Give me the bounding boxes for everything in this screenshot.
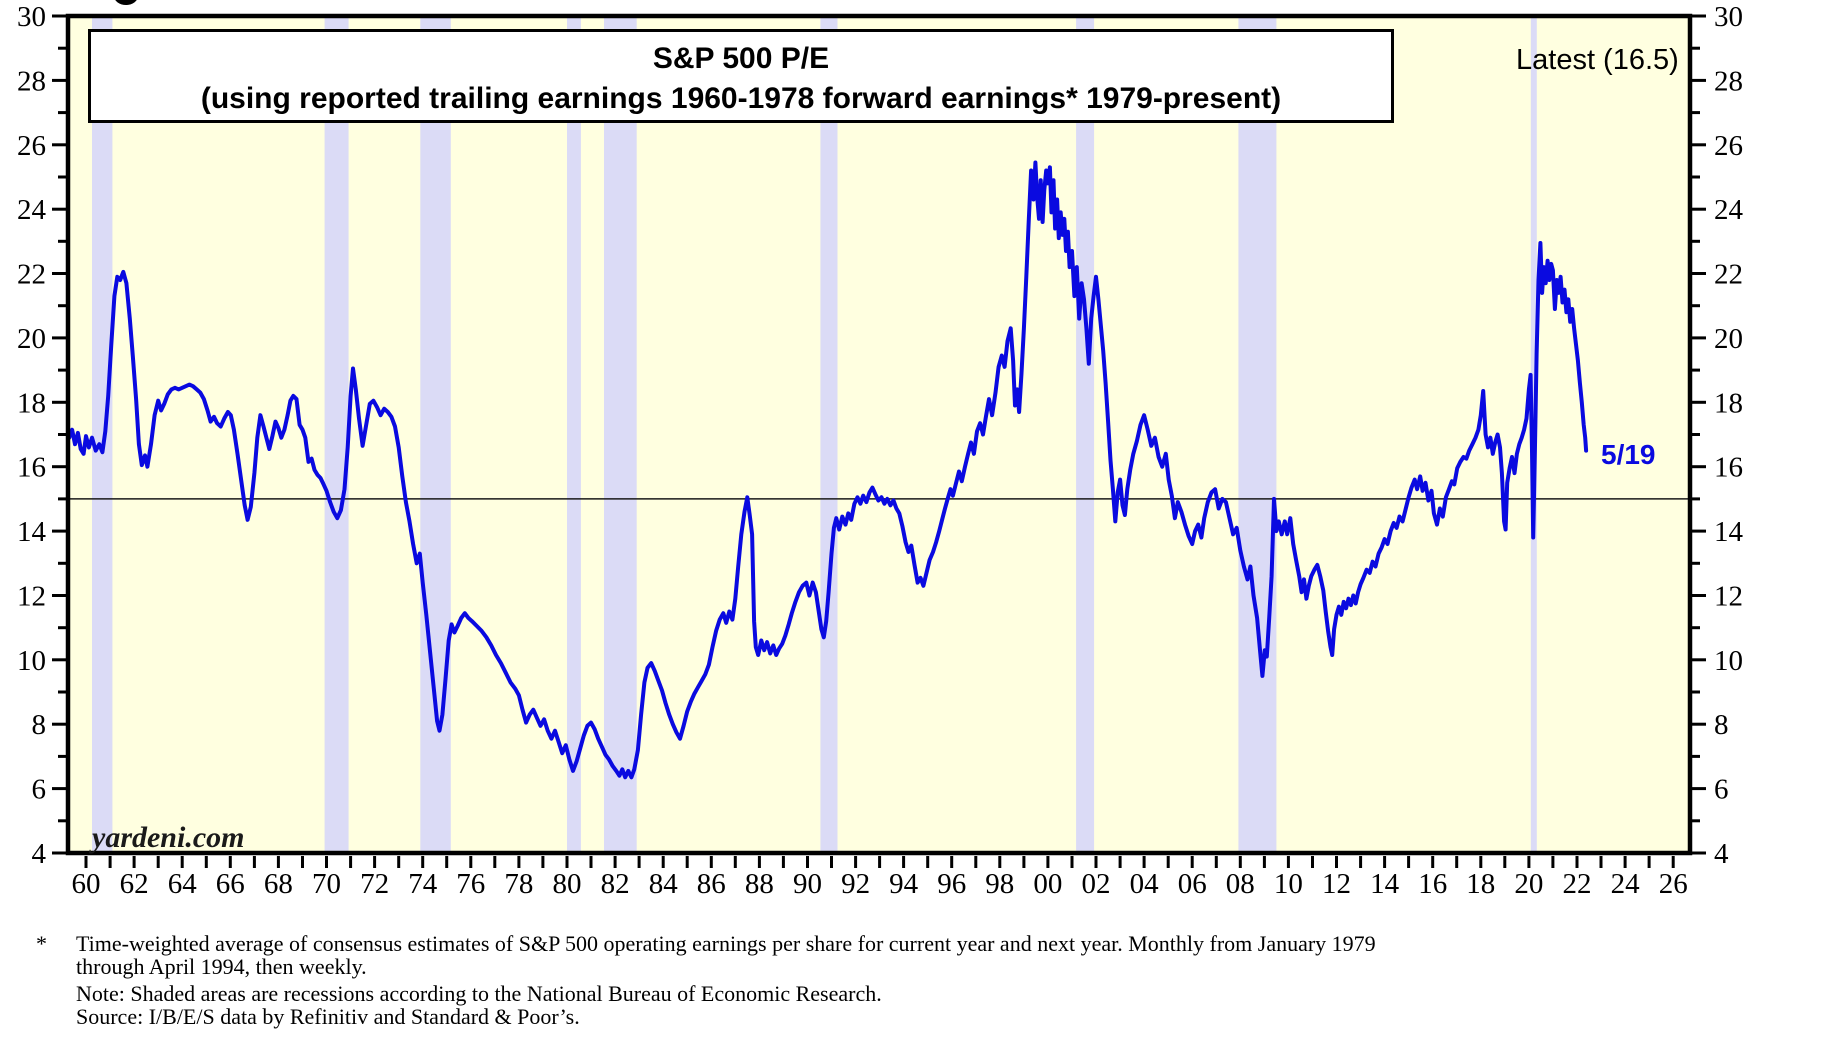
y-tick-label-right: 16: [1714, 452, 1743, 484]
y-tick-label-left: 12: [17, 580, 46, 612]
y-tick-label-right: 8: [1714, 709, 1729, 741]
y-tick-label-left: 26: [17, 130, 46, 162]
y-tick-label-left: 24: [17, 194, 47, 226]
y-tick-label-left: 6: [32, 774, 47, 806]
x-tick-label: 72: [360, 868, 389, 900]
x-tick-label: 16: [1418, 868, 1447, 900]
x-tick-label: 66: [216, 868, 245, 900]
x-tick-label: 22: [1563, 868, 1592, 900]
y-tick-label-right: 20: [1714, 323, 1743, 355]
x-tick-label: 86: [697, 868, 726, 900]
y-tick-label-right: 30: [1714, 1, 1743, 33]
y-tick-label-left: 22: [17, 259, 46, 291]
latest-value-label: Latest (16.5): [1516, 44, 1679, 76]
recession-band: [567, 16, 581, 853]
y-tick-label-right: 12: [1714, 580, 1743, 612]
y-tick-label-right: 28: [1714, 65, 1743, 97]
y-tick-label-left: 16: [17, 452, 46, 484]
x-tick-label: 80: [553, 868, 582, 900]
y-tick-label-left: 20: [17, 323, 46, 355]
x-tick-label: 20: [1514, 868, 1543, 900]
recession-band: [92, 16, 113, 853]
y-tick-label-right: 22: [1714, 259, 1743, 291]
plot-area: [68, 16, 1690, 853]
cropped-text-artifact: [115, 0, 137, 5]
recession-band: [420, 16, 451, 853]
x-tick-label: 02: [1082, 868, 1111, 900]
y-tick-label-right: 26: [1714, 130, 1743, 162]
recession-band: [604, 16, 637, 853]
y-tick-label-right: 18: [1714, 387, 1743, 419]
x-tick-label: 60: [72, 868, 101, 900]
x-tick-label: 94: [889, 868, 919, 900]
footnote-line-2: through April 1994, then weekly.: [76, 954, 367, 979]
x-tick-label: 70: [312, 868, 341, 900]
y-tick-label-left: 4: [32, 838, 47, 870]
y-tick-label-right: 14: [1714, 516, 1744, 548]
yardeni-watermark: yardeni.com: [92, 821, 245, 854]
x-tick-label: 18: [1466, 868, 1495, 900]
x-tick-label: 64: [168, 868, 198, 900]
footnote-asterisk: *: [36, 931, 47, 956]
x-tick-label: 76: [456, 868, 485, 900]
x-tick-label: 24: [1611, 868, 1641, 900]
y-tick-label-left: 10: [17, 645, 46, 677]
x-tick-label: 90: [793, 868, 822, 900]
y-tick-label-left: 18: [17, 387, 46, 419]
x-tick-label: 00: [1033, 868, 1062, 900]
y-tick-label-left: 14: [17, 516, 47, 548]
y-tick-label-right: 6: [1714, 774, 1729, 806]
recession-band: [324, 16, 349, 853]
x-tick-label: 96: [937, 868, 966, 900]
recession-band: [1238, 16, 1277, 853]
pe-chart: 60 62 64 66 68 70 72 74 76 78 80 82 84 86 88 90 92 94 96 98…: [17, 0, 1744, 900]
recession-band: [1076, 16, 1095, 853]
footnote-note: Note: Shaded areas are recessions accord…: [76, 981, 882, 1006]
x-tick-label: 62: [120, 868, 149, 900]
y-tick-label-left: 8: [32, 709, 47, 741]
x-tick-label: 14: [1370, 868, 1400, 900]
x-tick-label: 74: [408, 868, 438, 900]
y-tick-label-left: 30: [17, 1, 46, 33]
y-tick-label-right: 24: [1714, 194, 1744, 226]
recession-band: [820, 16, 838, 853]
x-tick-label: 26: [1659, 868, 1688, 900]
x-tick-label: 82: [601, 868, 630, 900]
x-tick-label: 88: [745, 868, 774, 900]
plot-border: [65, 13, 1693, 856]
x-tick-label: 04: [1130, 868, 1160, 900]
chart-subtitle: (using reported trailing earnings 1960-1…: [200, 82, 1282, 115]
x-tick-label: 68: [264, 868, 293, 900]
x-tick-label: 92: [841, 868, 870, 900]
pe-line: [67, 160, 1589, 780]
series-end-date-label: 5/19: [1601, 439, 1656, 470]
footnote-source: Source: I/B/E/S data by Refinitiv and St…: [76, 1004, 580, 1029]
footnote-line-1: Time-weighted average of consensus estim…: [76, 931, 1376, 956]
x-tick-label: 08: [1226, 868, 1255, 900]
y-tick-label-right: 10: [1714, 645, 1743, 677]
y-tick-label-left: 28: [17, 65, 46, 97]
y-tick-label-right: 4: [1714, 838, 1729, 870]
x-tick-label: 12: [1322, 868, 1351, 900]
x-tick-label: 84: [649, 868, 679, 900]
x-tick-label: 06: [1178, 868, 1207, 900]
chart-title: S&P 500 P/E: [652, 42, 830, 75]
x-tick-label: 10: [1274, 868, 1303, 900]
x-tick-label: 78: [504, 868, 533, 900]
x-tick-label: 98: [985, 868, 1014, 900]
chart-title-box: S&P 500 P/E (using reported trailing ear…: [88, 29, 1394, 123]
